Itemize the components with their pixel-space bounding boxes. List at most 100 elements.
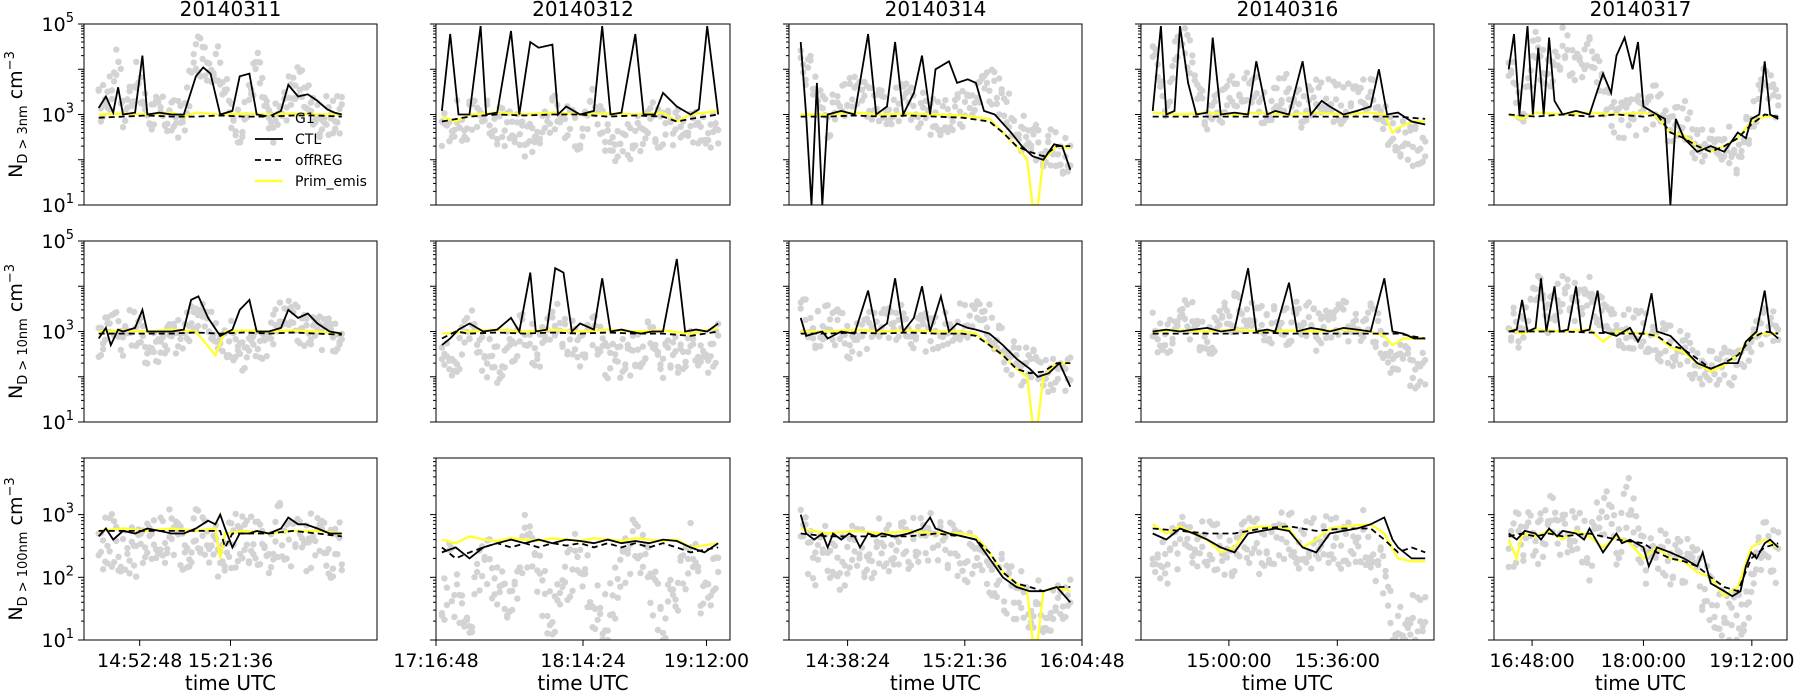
g1-point (1642, 580, 1650, 587)
g1-point (1005, 90, 1013, 97)
g1-point (1770, 308, 1777, 315)
g1-point (1047, 126, 1054, 133)
g1-point (664, 598, 672, 605)
y-label-exponent: −3 (3, 51, 18, 70)
g1-point (476, 348, 483, 356)
g1-point (1696, 583, 1704, 590)
g1-point (267, 335, 275, 342)
g1-point (478, 572, 486, 580)
g1-point (1608, 103, 1615, 111)
g1-point (456, 365, 463, 373)
g1-point (579, 125, 586, 132)
g1-point (976, 562, 983, 569)
g1-point (1340, 306, 1347, 313)
g1-point (1664, 538, 1672, 545)
g1-point (1174, 550, 1181, 557)
x-axis-label-col-2: time UTC (537, 671, 628, 695)
g1-point (846, 355, 853, 362)
g1-point (863, 345, 871, 353)
g1-point (844, 570, 851, 577)
g1-point (1221, 299, 1228, 306)
g1-point (844, 322, 851, 330)
g1-point (576, 546, 584, 554)
g1-point (551, 628, 559, 635)
g1-point (1417, 378, 1424, 385)
g1-point (1694, 350, 1701, 357)
g1-point (944, 340, 951, 347)
g1-point (110, 518, 118, 525)
g1-point (483, 374, 491, 381)
g1-point (612, 564, 619, 571)
g1-point (529, 563, 536, 570)
g1-point (137, 338, 144, 346)
g1-point (305, 82, 312, 89)
g1-point (1652, 82, 1659, 89)
g1-point (1775, 102, 1782, 109)
series-G1-points (1149, 506, 1429, 640)
g1-point (604, 627, 611, 634)
g1-point (1569, 508, 1576, 515)
g1-point (1620, 344, 1628, 352)
series-offREG-line (1152, 115, 1426, 120)
g1-point (99, 346, 107, 353)
series-CTL-line (1508, 526, 1779, 598)
g1-point (1534, 44, 1542, 51)
g1-point (1310, 94, 1317, 101)
g1-point (564, 348, 571, 355)
g1-point (1189, 559, 1196, 567)
g1-point (1365, 93, 1372, 101)
g1-point (159, 517, 166, 525)
g1-point (159, 93, 166, 100)
g1-point (829, 336, 836, 343)
g1-point (239, 513, 246, 520)
g1-point (338, 561, 345, 568)
g1-point (181, 127, 189, 134)
g1-point (494, 601, 501, 608)
g1-point (1243, 546, 1251, 553)
plot-area (1505, 24, 1782, 205)
y-axis-label-row-3: ND > 100nm cm−3 (3, 477, 31, 620)
g1-point (902, 80, 910, 87)
g1-point (907, 562, 915, 569)
g1-point (1010, 338, 1018, 345)
y-tick-label: 105 (42, 11, 74, 36)
g1-point (292, 543, 299, 551)
g1-point (834, 316, 841, 324)
g1-point (1510, 304, 1517, 311)
g1-point (812, 73, 819, 80)
g1-point (1767, 72, 1775, 79)
g1-point (1273, 534, 1280, 541)
series-Prim_emis-line (98, 111, 342, 118)
g1-point (499, 133, 506, 141)
g1-point (807, 314, 814, 322)
g1-point (1662, 572, 1669, 579)
g1-point (336, 130, 343, 137)
g1-point (1303, 559, 1310, 566)
g1-point (1539, 46, 1547, 53)
g1-point (954, 91, 961, 98)
g1-point (1020, 614, 1027, 621)
g1-point (561, 579, 569, 586)
g1-point (1365, 309, 1372, 316)
g1-point (1620, 311, 1628, 319)
series-offREG-line (1152, 525, 1426, 554)
g1-point (885, 568, 893, 575)
g1-point (1412, 636, 1419, 640)
g1-point (1669, 362, 1677, 370)
g1-point (1045, 388, 1052, 395)
g1-point (1515, 344, 1522, 351)
g1-point (607, 580, 614, 587)
g1-point (201, 72, 208, 79)
g1-point (986, 301, 993, 308)
g1-point (186, 337, 193, 345)
g1-point (104, 542, 111, 550)
g1-point (1422, 153, 1429, 160)
g1-point (1384, 359, 1392, 366)
g1-point (1554, 540, 1561, 547)
g1-point (1018, 604, 1025, 612)
g1-point (1507, 527, 1515, 535)
g1-point (1422, 618, 1429, 626)
g1-point (164, 549, 171, 557)
